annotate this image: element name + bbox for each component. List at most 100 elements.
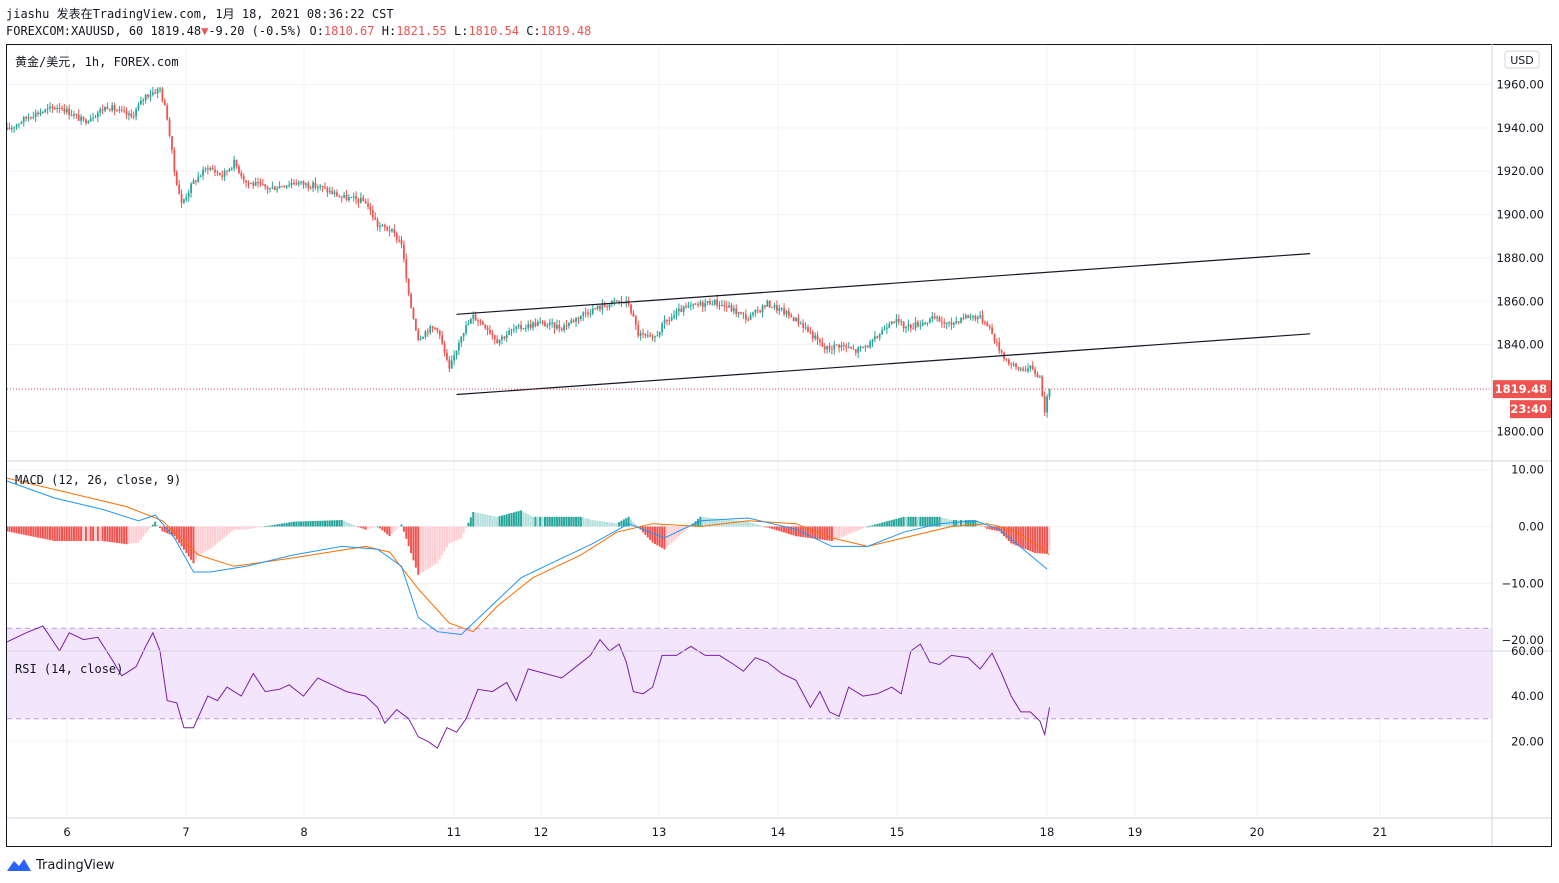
candle-body <box>536 321 539 327</box>
macd-histogram-bar <box>503 514 506 527</box>
candle-body <box>940 321 943 323</box>
macd-histogram-bar <box>211 526 214 548</box>
macd-histogram-bar <box>340 520 343 527</box>
macd-histogram-bar <box>708 517 711 527</box>
candle-body <box>876 336 879 338</box>
macd-histogram-bar <box>20 526 23 535</box>
candle-body <box>1043 396 1046 413</box>
macd-histogram-bar <box>302 521 305 527</box>
candle-body <box>63 108 66 113</box>
candle-body <box>316 187 319 189</box>
macd-histogram-bar <box>300 521 303 527</box>
trendlines[interactable] <box>7 253 1492 396</box>
candle-body <box>49 106 51 109</box>
candle-body <box>417 330 420 340</box>
macd-histogram-bar <box>154 521 157 527</box>
candle-body <box>163 100 166 106</box>
macd-histogram-bar <box>527 514 530 527</box>
candle-body <box>670 317 673 321</box>
candle-body <box>936 317 938 319</box>
candle-body <box>945 322 948 324</box>
candle-body <box>312 182 314 189</box>
macd-histogram-bar <box>96 526 99 541</box>
macd-histogram-bar <box>520 510 523 527</box>
macd-histogram-bar <box>37 526 40 538</box>
tradingview-footer[interactable]: TradingView <box>6 855 115 875</box>
candle-body <box>429 326 432 333</box>
candle-body <box>572 320 575 322</box>
candle-body <box>77 114 80 121</box>
candle-body <box>1029 365 1032 369</box>
candle-body <box>804 327 807 329</box>
candle-body <box>515 326 518 329</box>
macd-histogram-bar <box>321 520 324 527</box>
macd-histogram-bar <box>338 520 341 527</box>
candle-body <box>381 224 384 227</box>
candle-body <box>658 332 661 336</box>
macd-histogram-bar <box>159 526 162 529</box>
candle-body <box>1017 367 1020 369</box>
price-change: -9.20 (-0.5%) <box>208 24 303 38</box>
last-price-tag: 1819.48 23:40 <box>1493 380 1551 419</box>
footer-brand: TradingView <box>36 857 115 873</box>
currency-button[interactable]: USD <box>1504 50 1540 69</box>
candle-body <box>486 327 489 330</box>
chart-area[interactable]: 1800.00 18 20.00 1840.00 1860.00 1880.00 1900.… <box>0 44 1559 847</box>
candle-body <box>917 322 919 327</box>
macd-histogram-bar <box>835 526 838 540</box>
last-price-label: 1819.48 <box>1495 382 1547 396</box>
macd-histogram-bar <box>1031 526 1034 553</box>
macd-histogram-bar <box>204 526 207 552</box>
candle-body <box>321 185 324 188</box>
macd-histogram-bar <box>649 526 652 541</box>
macd-histogram-bar <box>914 516 917 527</box>
macd-histogram-bar <box>952 520 955 527</box>
candle-body <box>187 192 190 198</box>
time-axis[interactable]: 6 7 8 11 12 13 14 15 18 19 20 21 <box>63 825 1387 839</box>
macd-histogram-bar <box>347 522 350 527</box>
candle-body <box>721 304 723 306</box>
macd-histogram-bar <box>823 526 826 541</box>
candle-body <box>383 224 386 228</box>
candle-body <box>842 344 845 346</box>
macd-histogram-bar <box>713 518 716 527</box>
candle-body <box>159 88 161 90</box>
macd-histogram-bar <box>295 521 298 527</box>
candle-body <box>80 116 83 121</box>
candle-body <box>642 333 644 335</box>
macd-histogram-bar <box>900 517 903 527</box>
candle-body <box>594 308 597 310</box>
macd-histogram-bar <box>127 526 130 544</box>
macd-histogram-bar <box>242 526 245 530</box>
macd-histogram-bar <box>792 526 795 536</box>
candle-body <box>984 322 986 324</box>
candle-body <box>943 322 946 324</box>
macd-histogram-bar <box>931 516 934 527</box>
macd-histogram-bar <box>1005 526 1008 539</box>
macd-histogram-bar <box>149 526 152 528</box>
candle-body <box>178 184 181 194</box>
time-tick-label: 21 <box>1373 825 1388 839</box>
candle-body <box>976 317 979 320</box>
macd-histogram-bar <box>49 526 52 541</box>
macd-histogram-bar <box>546 516 549 527</box>
candle-body <box>864 346 867 348</box>
candle-body <box>979 315 982 318</box>
candle-body <box>668 320 671 322</box>
candle-body <box>302 181 305 185</box>
candle-body <box>230 168 233 170</box>
high-label: H: <box>381 24 397 38</box>
macd-histogram-bar <box>343 521 346 527</box>
candle-body <box>355 196 357 200</box>
macd-histogram-bar <box>795 526 798 537</box>
macd-histogram-bar <box>756 524 759 527</box>
candle-body <box>620 300 623 303</box>
macd-histogram-bar <box>139 526 142 540</box>
macd-histogram-bar <box>1000 526 1003 534</box>
candle-body <box>44 109 47 112</box>
macd-histogram-bar <box>75 526 78 541</box>
candle-body <box>797 317 800 324</box>
candle-body <box>522 328 525 330</box>
macd-histogram-bar <box>462 526 465 534</box>
candle-body <box>388 230 391 232</box>
